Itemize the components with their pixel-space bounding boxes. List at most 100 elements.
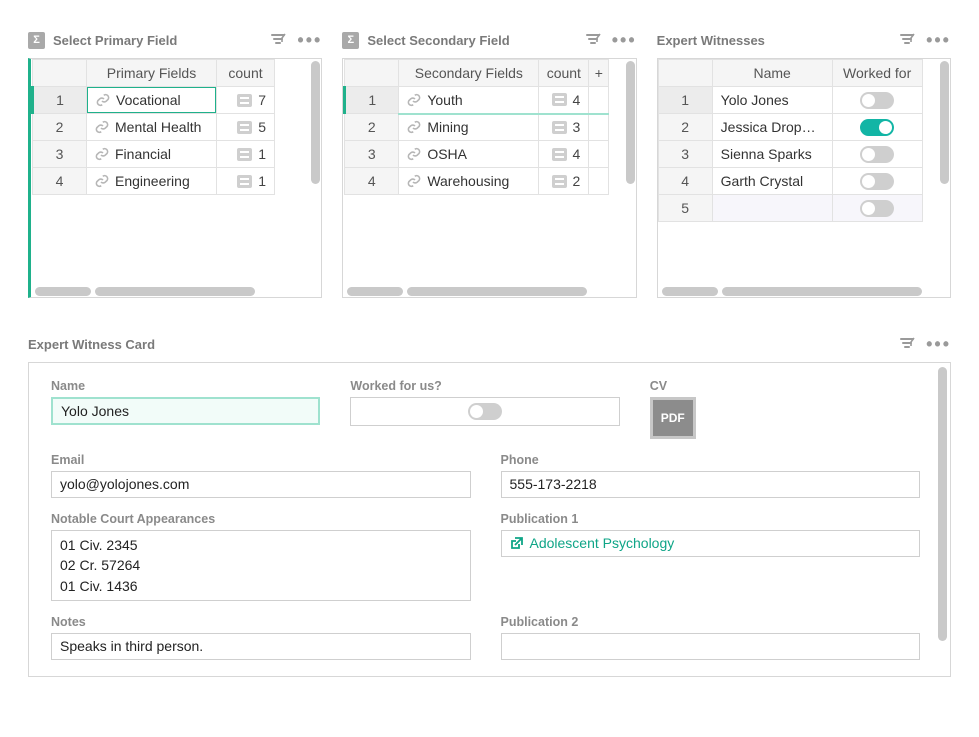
field-cell[interactable]: Vocational	[87, 87, 217, 114]
row-number[interactable]: 2	[345, 114, 399, 141]
horizontal-scrollbar[interactable]	[33, 287, 308, 296]
phone-field[interactable]: 555-173-2218	[501, 471, 921, 498]
field-cell[interactable]: OSHA	[399, 141, 539, 168]
field-cell[interactable]: Mental Health	[87, 114, 217, 141]
toggle-switch[interactable]	[860, 173, 894, 190]
filter-icon[interactable]	[900, 337, 916, 351]
count-value: 2	[573, 173, 581, 189]
label-email: Email	[51, 453, 471, 467]
row-number[interactable]: 1	[345, 87, 399, 114]
link-icon	[95, 120, 109, 134]
horizontal-scrollbar[interactable]	[660, 287, 937, 296]
row-number[interactable]: 3	[33, 141, 87, 168]
vertical-scrollbar[interactable]	[938, 367, 947, 672]
row-number[interactable]: 2	[658, 114, 712, 141]
list-icon	[237, 94, 252, 107]
count-value: 1	[258, 146, 266, 162]
count-cell[interactable]: 1	[217, 141, 275, 168]
expert-witness-card-panel: Expert Witness Card ••• Name Yolo Jones …	[28, 332, 951, 677]
email-field[interactable]: yolo@yolojones.com	[51, 471, 471, 498]
cv-pdf-attachment[interactable]: PDF	[650, 397, 696, 439]
field-label: Financial	[115, 146, 171, 162]
count-cell[interactable]: 7	[217, 87, 275, 114]
name-cell[interactable]: Sienna Sparks	[712, 141, 832, 168]
col-worked-for[interactable]: Worked for	[832, 60, 922, 87]
worked-for-cell[interactable]	[832, 141, 922, 168]
add-column-button[interactable]: +	[589, 60, 609, 87]
field-cell[interactable]: Engineering	[87, 168, 217, 195]
toggle-switch[interactable]	[860, 119, 894, 136]
filter-icon[interactable]	[271, 33, 287, 47]
count-cell[interactable]: 2	[539, 168, 589, 195]
col-primary-fields[interactable]: Primary Fields	[87, 60, 217, 87]
name-cell[interactable]: Jessica Drop…	[712, 114, 832, 141]
worked-for-cell[interactable]	[832, 87, 922, 114]
field-label: OSHA	[427, 146, 467, 162]
worked-for-us-toggle[interactable]	[350, 397, 619, 426]
more-icon[interactable]: •••	[926, 339, 951, 349]
link-icon	[95, 147, 109, 161]
row-number[interactable]: 3	[658, 141, 712, 168]
primary-field-panel: Σ Select Primary Field ••• Primary Field…	[28, 28, 322, 298]
horizontal-scrollbar[interactable]	[345, 287, 622, 296]
count-value: 3	[573, 119, 581, 135]
worked-for-cell[interactable]	[832, 195, 922, 222]
notes-field[interactable]: Speaks in third person.	[51, 633, 471, 660]
row-number[interactable]: 1	[658, 87, 712, 114]
name-cell[interactable]	[712, 195, 832, 222]
worked-for-cell[interactable]	[832, 114, 922, 141]
extra-cell	[589, 168, 609, 195]
list-icon	[552, 175, 567, 188]
row-number[interactable]: 4	[33, 168, 87, 195]
vertical-scrollbar[interactable]	[626, 61, 635, 284]
toggle-switch[interactable]	[860, 146, 894, 163]
panel-title: Select Primary Field	[53, 33, 261, 48]
more-icon[interactable]: •••	[297, 35, 322, 45]
col-count[interactable]: count	[539, 60, 589, 87]
extra-cell	[589, 87, 609, 114]
field-cell[interactable]: Financial	[87, 141, 217, 168]
label-worked: Worked for us?	[350, 379, 619, 393]
appearances-field[interactable]: 01 Civ. 234502 Cr. 5726401 Civ. 1436	[51, 530, 471, 601]
row-number[interactable]: 5	[658, 195, 712, 222]
field-cell[interactable]: Youth	[399, 87, 539, 114]
count-value: 4	[573, 92, 581, 108]
publication-2-field[interactable]	[501, 633, 921, 660]
row-number[interactable]: 4	[658, 168, 712, 195]
count-cell[interactable]: 4	[539, 87, 589, 114]
filter-icon[interactable]	[900, 33, 916, 47]
witnesses-grid: Name Worked for 1Yolo Jones2Jessica Drop…	[657, 58, 951, 298]
col-secondary-fields[interactable]: Secondary Fields	[399, 60, 539, 87]
row-number[interactable]: 2	[33, 114, 87, 141]
count-cell[interactable]: 4	[539, 141, 589, 168]
col-name[interactable]: Name	[712, 60, 832, 87]
count-cell[interactable]: 1	[217, 168, 275, 195]
vertical-scrollbar[interactable]	[311, 61, 320, 284]
name-cell[interactable]: Garth Crystal	[712, 168, 832, 195]
list-icon	[237, 175, 252, 188]
external-link-icon	[510, 536, 524, 550]
name-cell[interactable]: Yolo Jones	[712, 87, 832, 114]
more-icon[interactable]: •••	[926, 35, 951, 45]
name-field[interactable]: Yolo Jones	[51, 397, 320, 425]
col-count[interactable]: count	[217, 60, 275, 87]
toggle-switch[interactable]	[860, 92, 894, 109]
field-cell[interactable]: Warehousing	[399, 168, 539, 195]
filter-icon[interactable]	[586, 33, 602, 47]
field-label: Engineering	[115, 173, 190, 189]
publication-1-link[interactable]: Adolescent Psychology	[530, 535, 675, 551]
row-number[interactable]: 4	[345, 168, 399, 195]
toggle-switch[interactable]	[468, 403, 502, 420]
row-number[interactable]: 1	[33, 87, 87, 114]
more-icon[interactable]: •••	[612, 35, 637, 45]
worked-for-cell[interactable]	[832, 168, 922, 195]
toggle-switch[interactable]	[860, 200, 894, 217]
row-number[interactable]: 3	[345, 141, 399, 168]
publication-1-field[interactable]: Adolescent Psychology	[501, 530, 921, 557]
field-cell[interactable]: Mining	[399, 114, 539, 141]
vertical-scrollbar[interactable]	[940, 61, 949, 284]
witness-name: Garth Crystal	[721, 173, 803, 189]
count-cell[interactable]: 5	[217, 114, 275, 141]
appearance-line: 02 Cr. 57264	[60, 555, 462, 575]
count-cell[interactable]: 3	[539, 114, 589, 141]
